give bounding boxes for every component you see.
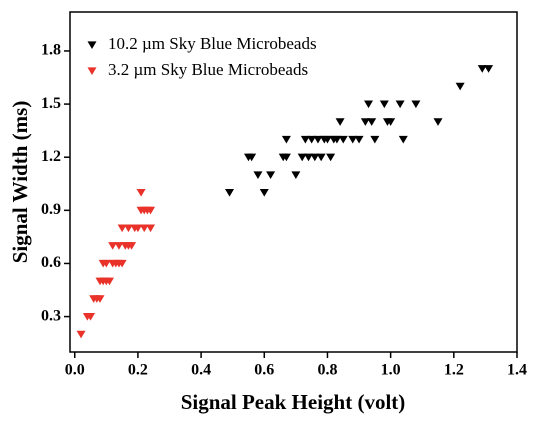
plot-frame bbox=[69, 11, 518, 353]
point bbox=[123, 224, 133, 233]
point bbox=[304, 153, 314, 162]
point bbox=[108, 242, 118, 250]
point bbox=[300, 135, 310, 144]
point bbox=[259, 189, 269, 197]
legend-marker bbox=[87, 41, 97, 50]
point bbox=[313, 135, 323, 144]
legend-label: 3.2 µm Sky Blue Microbeads bbox=[108, 60, 308, 79]
point bbox=[76, 330, 86, 339]
point bbox=[310, 153, 320, 162]
point bbox=[266, 171, 276, 179]
y-tick-label: 1.5 bbox=[41, 95, 61, 112]
point bbox=[322, 135, 332, 144]
y-tick-label: 0.3 bbox=[41, 307, 61, 324]
point bbox=[281, 153, 291, 162]
point bbox=[348, 135, 358, 144]
point bbox=[360, 118, 370, 126]
point bbox=[253, 171, 263, 179]
point bbox=[477, 65, 487, 73]
x-tick-label: 0.4 bbox=[191, 362, 211, 379]
point bbox=[127, 242, 137, 250]
point bbox=[281, 135, 291, 144]
point bbox=[139, 224, 149, 233]
point bbox=[101, 259, 111, 268]
point bbox=[354, 135, 364, 144]
point bbox=[247, 153, 257, 162]
point bbox=[398, 135, 408, 144]
point bbox=[225, 189, 235, 197]
legend-label: 10.2 µm Sky Blue Microbeads bbox=[108, 34, 317, 53]
y-tick-label: 0.6 bbox=[41, 254, 61, 271]
point bbox=[379, 100, 389, 109]
x-tick-label: 0.0 bbox=[65, 362, 85, 379]
point bbox=[146, 224, 156, 233]
point bbox=[367, 118, 377, 126]
point bbox=[395, 100, 405, 109]
y-tick-label: 0.9 bbox=[41, 201, 61, 218]
point bbox=[114, 242, 124, 250]
point bbox=[316, 153, 326, 162]
point bbox=[332, 135, 342, 144]
point bbox=[133, 224, 143, 233]
point bbox=[370, 135, 380, 144]
point bbox=[335, 118, 345, 126]
point bbox=[338, 135, 348, 144]
point bbox=[484, 65, 494, 73]
point bbox=[146, 206, 156, 215]
point bbox=[297, 153, 307, 162]
point bbox=[455, 82, 465, 91]
y-axis-label: Signal Width (ms) bbox=[8, 101, 32, 264]
point bbox=[291, 171, 301, 179]
point bbox=[364, 100, 374, 109]
x-tick-label: 0.6 bbox=[254, 362, 274, 379]
y-tick-label: 1.2 bbox=[41, 148, 61, 165]
point bbox=[326, 153, 336, 162]
point bbox=[307, 135, 317, 144]
x-tick-label: 0.8 bbox=[317, 362, 337, 379]
point bbox=[117, 259, 127, 268]
point bbox=[95, 295, 105, 303]
x-axis-label: Signal Peak Height (volt) bbox=[181, 390, 406, 414]
point bbox=[433, 118, 443, 126]
point bbox=[411, 100, 421, 109]
x-tick-label: 1.4 bbox=[507, 362, 527, 379]
point bbox=[117, 224, 127, 233]
legend-marker bbox=[87, 67, 97, 76]
x-tick-label: 1.0 bbox=[381, 362, 401, 379]
point bbox=[86, 312, 96, 321]
point bbox=[136, 189, 146, 197]
point bbox=[386, 118, 396, 126]
y-tick-label: 1.8 bbox=[41, 42, 61, 59]
x-tick-label: 0.2 bbox=[128, 362, 148, 379]
point bbox=[104, 277, 114, 286]
x-tick-label: 1.2 bbox=[444, 362, 464, 379]
